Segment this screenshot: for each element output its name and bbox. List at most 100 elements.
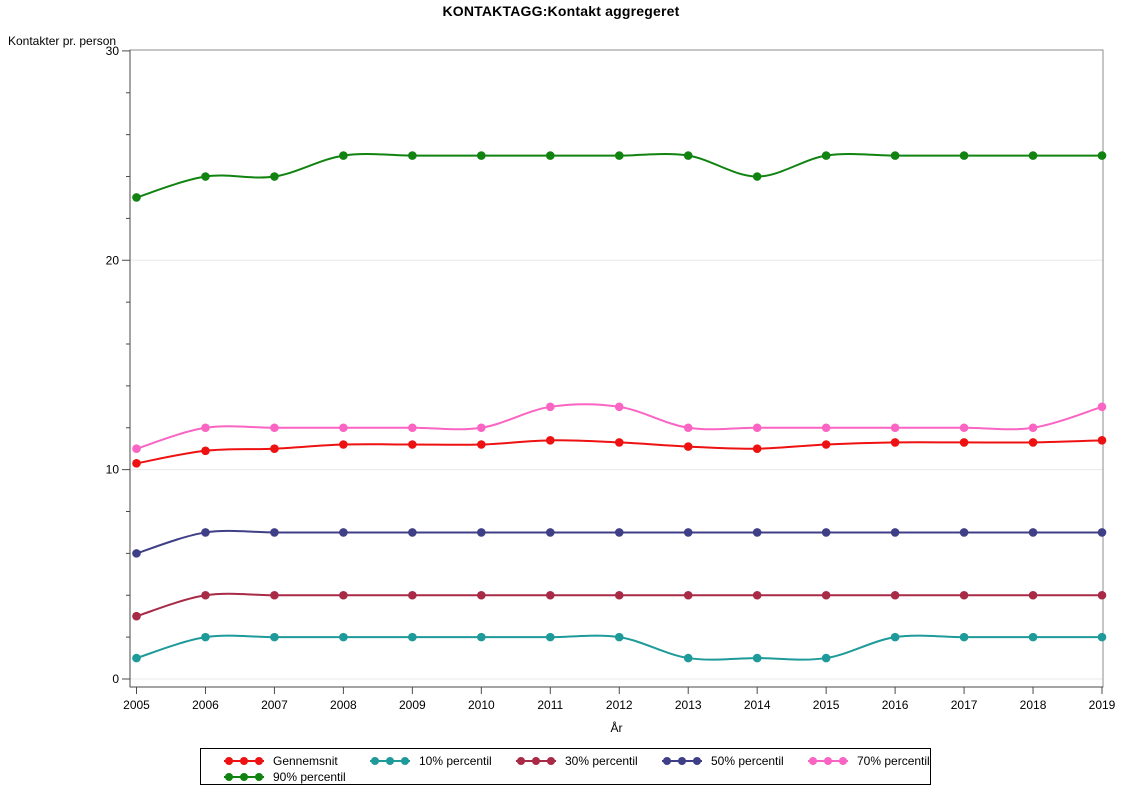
legend-item: 70% percentil <box>806 753 930 768</box>
marker-50-percentil <box>1028 528 1038 537</box>
legend-item: 10% percentil <box>368 753 492 768</box>
marker-90-percentil <box>132 193 141 202</box>
marker-70-percentil <box>132 444 141 453</box>
marker-70-percentil <box>545 402 555 412</box>
marker-gennemsnit <box>339 440 348 449</box>
legend-label: Gennemsnit <box>273 753 338 768</box>
marker-30-percentil <box>270 590 279 600</box>
marker-30-percentil <box>201 590 210 600</box>
marker-10-percentil <box>408 632 417 642</box>
marker-50-percentil <box>408 528 417 537</box>
x-tick-label: 2019 <box>1089 698 1116 712</box>
marker-gennemsnit <box>1097 436 1107 445</box>
marker-90-percentil <box>201 172 210 181</box>
marker-30-percentil <box>339 590 348 600</box>
marker-gennemsnit <box>614 438 624 447</box>
y-tick-label: 30 <box>106 44 120 58</box>
legend-item: 50% percentil <box>660 753 784 768</box>
marker-70-percentil <box>408 423 417 433</box>
legend-label: 70% percentil <box>857 753 930 768</box>
legend-marker-icon <box>516 756 556 765</box>
marker-50-percentil <box>201 528 210 537</box>
marker-gennemsnit <box>890 438 900 447</box>
marker-10-percentil <box>890 632 900 642</box>
marker-gennemsnit <box>545 436 555 445</box>
marker-10-percentil <box>683 653 693 663</box>
marker-90-percentil <box>821 151 831 160</box>
series-line-90-percentil <box>135 153 1103 199</box>
marker-50-percentil <box>545 528 555 537</box>
marker-90-percentil <box>545 151 555 160</box>
x-tick-label: 2009 <box>399 698 426 712</box>
marker-10-percentil <box>821 653 831 663</box>
marker-90-percentil <box>270 172 279 181</box>
marker-30-percentil <box>1028 590 1038 600</box>
marker-10-percentil <box>545 632 555 642</box>
marker-gennemsnit <box>752 444 762 453</box>
x-tick-label: 2016 <box>882 698 909 712</box>
x-tick-label: 2006 <box>192 698 219 712</box>
marker-70-percentil <box>1097 402 1107 412</box>
legend-label: 30% percentil <box>565 753 638 768</box>
marker-70-percentil <box>270 423 279 433</box>
marker-90-percentil <box>408 151 417 160</box>
marker-gennemsnit <box>959 438 969 447</box>
legend: Gennemsnit 10% percentil 30% percentil 50% … <box>200 748 931 785</box>
marker-50-percentil <box>614 528 624 537</box>
marker-30-percentil <box>683 590 693 600</box>
marker-90-percentil <box>614 151 624 160</box>
marker-70-percentil <box>339 423 348 433</box>
plot-area: 0 10 20 30 2005 2006 2007 2008 2009 2010 2011 2012 2… <box>106 44 1116 712</box>
marker-50-percentil <box>1097 528 1107 537</box>
marker-90-percentil <box>959 151 969 160</box>
marker-50-percentil <box>752 528 762 537</box>
marker-90-percentil <box>1097 151 1107 160</box>
marker-30-percentil <box>1097 590 1107 600</box>
x-tick-label: 2008 <box>330 698 357 712</box>
y-tick-label: 10 <box>106 463 120 477</box>
marker-gennemsnit <box>201 446 210 456</box>
marker-10-percentil <box>752 653 762 663</box>
legend-marker-icon <box>224 756 264 765</box>
marker-10-percentil <box>270 632 279 642</box>
marker-70-percentil <box>821 423 831 433</box>
x-tick-label: 2011 <box>537 698 563 712</box>
marker-30-percentil <box>752 590 762 600</box>
x-tick-label: 2018 <box>1020 698 1047 712</box>
legend-marker-icon <box>224 772 264 781</box>
x-tick-label: 2007 <box>261 698 288 712</box>
marker-70-percentil <box>752 423 762 433</box>
marker-10-percentil <box>477 632 486 642</box>
marker-30-percentil <box>545 590 555 600</box>
marker-70-percentil <box>1028 423 1038 433</box>
marker-70-percentil <box>959 423 969 433</box>
x-tick-label: 2013 <box>675 698 702 712</box>
marker-50-percentil <box>477 528 486 537</box>
marker-50-percentil <box>683 528 693 537</box>
marker-70-percentil <box>201 423 210 433</box>
x-tick-label: 2015 <box>813 698 840 712</box>
marker-10-percentil <box>339 632 348 642</box>
x-tick-label: 2014 <box>744 698 771 712</box>
marker-90-percentil <box>339 151 348 160</box>
marker-50-percentil <box>339 528 348 537</box>
marker-30-percentil <box>890 590 900 600</box>
marker-70-percentil <box>683 423 693 433</box>
marker-10-percentil <box>1097 632 1107 642</box>
marker-10-percentil <box>614 632 624 642</box>
x-axis-title: År <box>610 721 623 735</box>
marker-gennemsnit <box>821 440 831 449</box>
marker-70-percentil <box>614 402 624 412</box>
y-tick-label: 20 <box>106 253 120 267</box>
legend-marker-icon <box>662 756 702 765</box>
marker-10-percentil <box>959 632 969 642</box>
marker-30-percentil <box>959 590 969 600</box>
legend-marker-icon <box>370 756 410 765</box>
marker-70-percentil <box>890 423 900 433</box>
marker-30-percentil <box>132 611 141 621</box>
marker-90-percentil <box>683 151 693 160</box>
marker-50-percentil <box>132 549 141 558</box>
marker-30-percentil <box>821 590 831 600</box>
legend-item: 90% percentil <box>222 769 346 784</box>
